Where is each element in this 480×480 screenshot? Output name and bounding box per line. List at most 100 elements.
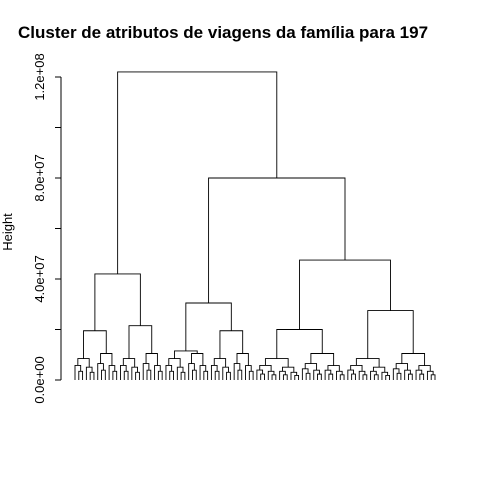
dendrogram-merge (351, 373, 356, 380)
y-axis: 0.0e+00 4.0e+07 8.0e+07 1.2e+08 (32, 53, 62, 404)
y-axis-label: Height (0, 213, 15, 251)
dendrogram-merge (154, 365, 161, 380)
dendrogram-merge (237, 369, 243, 380)
dendrogram-merge (74, 364, 82, 380)
dendrogram-merge (174, 350, 198, 359)
dendrogram-merge (185, 302, 232, 351)
dendrogram-merge (373, 374, 379, 380)
dendrogram-merge (290, 371, 298, 380)
dendrogram-merge (146, 369, 152, 380)
dendrogram-merge (279, 370, 286, 380)
dendrogram-merge (264, 358, 289, 368)
dendrogram-merge (168, 358, 181, 368)
dendrogram-merge (294, 374, 300, 380)
dendrogram-merge (408, 373, 413, 380)
dendrogram-merge (313, 369, 320, 380)
dendrogram-merge (214, 370, 220, 380)
dendrogram-merge (210, 364, 218, 380)
dendrogram-merge (233, 363, 241, 380)
chart-title: Cluster de atributos de viagens da famíl… (18, 23, 428, 42)
dendrogram-merge (328, 373, 334, 380)
dendrogram-merge (317, 373, 322, 380)
dendrogram-merge (310, 353, 335, 366)
dendrogram-merge (347, 369, 354, 380)
dendrogram-merge (213, 358, 227, 368)
dendrogram-merge (191, 353, 204, 366)
dendrogram-merge (260, 373, 265, 380)
dendrogram-merge (259, 364, 272, 372)
dendrogram-merge (101, 369, 106, 380)
dendrogram-merge (236, 353, 249, 366)
dendrogram-merge (362, 374, 368, 380)
dendrogram-merge (89, 371, 95, 380)
dendrogram-merge (108, 365, 116, 380)
dendrogram-merge (219, 330, 244, 359)
dendrogram-merge (282, 366, 295, 373)
dendrogram-merge (77, 358, 90, 368)
dendrogram-merge (165, 364, 173, 380)
dendrogram-merge (192, 369, 197, 380)
dendrogram-merge (367, 310, 414, 359)
dendrogram-merge (100, 353, 113, 366)
dendrogram-merge (305, 372, 311, 380)
dendrogram-merge (276, 329, 323, 359)
dendrogram-merge (418, 365, 431, 372)
y-tick-label: 8.0e+07 (32, 154, 47, 201)
dendrogram-merge (180, 371, 186, 380)
dendrogram-merge (188, 363, 195, 380)
dendrogram-merge (355, 358, 380, 368)
dendrogram-merge (226, 371, 231, 380)
dendrogram-merge (169, 370, 174, 380)
dendrogram-merge (203, 370, 209, 380)
dendrogram-merge (199, 365, 207, 380)
dendrogram-merge (415, 369, 423, 380)
dendrogram-merge (145, 353, 158, 366)
dendrogram-merge (131, 366, 138, 380)
dendrogram-merge (120, 364, 127, 380)
dendrogram-merge (426, 370, 434, 380)
dendrogram-merge (396, 372, 402, 380)
dendrogram-merge (339, 374, 345, 380)
dendrogram-merge (97, 363, 104, 380)
dendrogram-merge (83, 330, 107, 359)
dendrogram-merge (401, 353, 426, 366)
dendrogram-merge (404, 369, 411, 380)
dendrogram-merge (372, 366, 386, 373)
dendrogram-merge (267, 370, 275, 380)
dendrogram-merge (176, 366, 184, 380)
dendrogram-merge (419, 373, 425, 380)
dendrogram-merge (327, 365, 340, 372)
dendrogram-merge (122, 358, 136, 368)
dendrogram-links (74, 71, 436, 380)
dendrogram-merge (282, 374, 288, 380)
dendrogram-merge (381, 371, 389, 380)
dendrogram-merge (245, 365, 252, 380)
dendrogram-merge (430, 374, 436, 380)
dendrogram-merge (299, 259, 391, 330)
dendrogram-merge (142, 363, 150, 380)
dendrogram-merge (304, 363, 318, 371)
y-tick-label: 0.0e+00 (32, 356, 47, 403)
dendrogram-merge (350, 364, 363, 372)
dendrogram-merge (135, 371, 140, 380)
dendrogram-merge (324, 369, 332, 380)
dendrogram-merge (157, 370, 163, 380)
dendrogram-merge (94, 273, 141, 331)
dendrogram-merge (392, 368, 400, 380)
dendrogram-merge (248, 370, 254, 380)
dendrogram-merge (112, 370, 118, 380)
y-tick-label: 4.0e+07 (32, 255, 47, 302)
dendrogram-merge (208, 177, 346, 303)
dendrogram-merge (117, 71, 278, 274)
dendrogram-merge (370, 370, 377, 380)
dendrogram-merge (385, 374, 390, 380)
dendrogram-merge (336, 370, 343, 380)
dendrogram-merge (123, 370, 129, 380)
dendrogram-merge (301, 368, 309, 380)
dendrogram-merge (85, 366, 93, 380)
dendrogram-merge (256, 369, 264, 380)
dendrogram-merge (271, 374, 277, 380)
dendrogram-merge (395, 363, 408, 371)
dendrogram-merge (358, 370, 366, 380)
